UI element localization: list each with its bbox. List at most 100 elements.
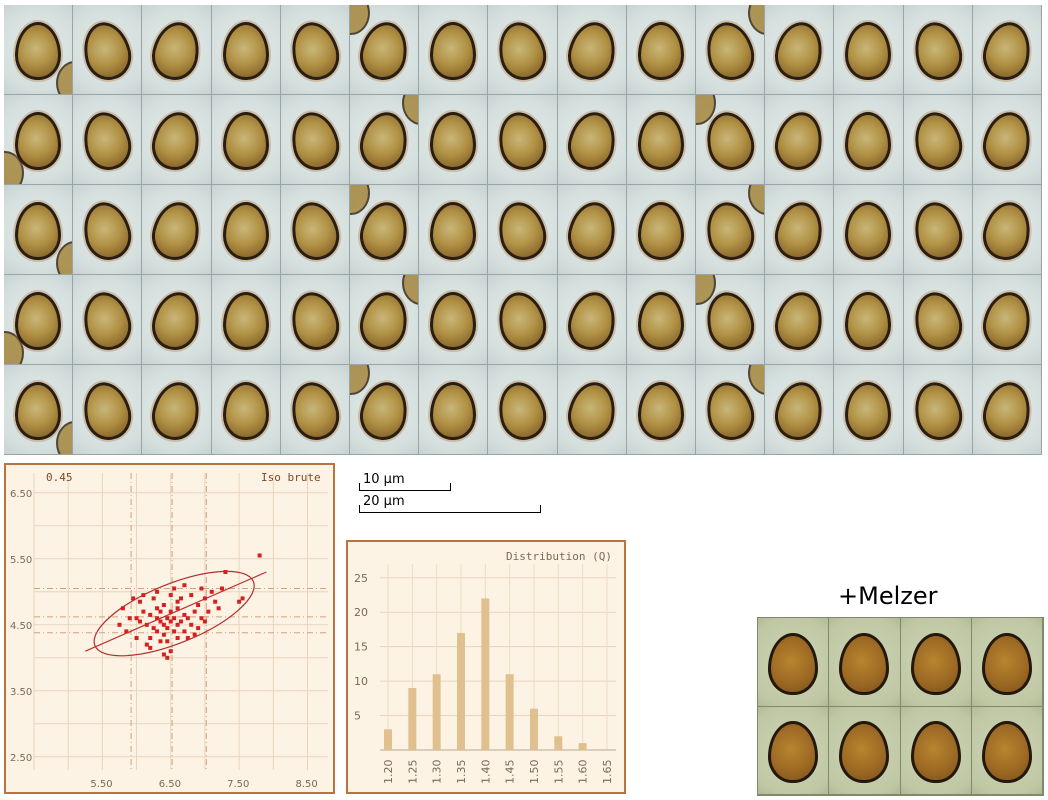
spore xyxy=(978,288,1036,355)
spore xyxy=(908,197,968,265)
spore-image-cell xyxy=(488,95,558,185)
data-point xyxy=(240,596,245,601)
y-tick-label: 20 xyxy=(354,606,368,619)
data-point xyxy=(172,586,177,591)
spore xyxy=(285,377,345,445)
spore-image-cell xyxy=(142,185,212,275)
data-point xyxy=(182,629,187,634)
data-point xyxy=(216,606,221,611)
data-point xyxy=(137,599,142,604)
x-tick-label: 1.20 xyxy=(382,760,395,785)
data-point xyxy=(179,596,183,601)
spore xyxy=(978,378,1036,445)
spore-image-cell xyxy=(280,275,350,365)
data-point xyxy=(168,609,173,614)
spore-image-cell xyxy=(142,365,212,455)
data-point xyxy=(148,612,153,617)
spore xyxy=(77,107,137,175)
data-point xyxy=(124,629,129,634)
x-tick-label: 5.50 xyxy=(90,779,112,790)
data-point xyxy=(148,636,153,640)
spore xyxy=(15,112,62,171)
spore xyxy=(563,378,621,445)
y-tick-label: 3.50 xyxy=(10,687,32,698)
spore xyxy=(637,112,684,171)
spore xyxy=(493,197,552,265)
x-tick-label: 1.40 xyxy=(479,760,492,785)
spore xyxy=(700,197,760,265)
spore-image-cell xyxy=(349,275,420,365)
spore-image-cell xyxy=(626,275,696,365)
data-point xyxy=(172,616,177,621)
spore xyxy=(77,17,137,85)
spore-image-cell xyxy=(557,95,627,185)
spore xyxy=(845,382,892,441)
spore-image-cell xyxy=(626,95,696,185)
spore-image-cell xyxy=(349,365,420,455)
data-point xyxy=(196,603,201,607)
spore-image-cell xyxy=(557,275,627,365)
spore-image-cell xyxy=(4,275,74,365)
histogram-bar xyxy=(505,674,514,750)
spore xyxy=(978,198,1036,265)
spore xyxy=(563,288,621,355)
spore-image-cell xyxy=(4,365,74,455)
spore xyxy=(845,112,892,171)
data-point xyxy=(192,609,197,614)
spore-image-cell xyxy=(903,365,973,455)
spore xyxy=(493,377,552,445)
x-tick-label: 1.25 xyxy=(406,760,419,785)
data-point xyxy=(158,619,163,624)
spore xyxy=(770,18,828,85)
spore-image-cell xyxy=(73,5,143,95)
spore-image-cell xyxy=(972,185,1042,275)
spore-image-cell xyxy=(903,95,973,185)
spore xyxy=(637,202,684,261)
data-point xyxy=(196,626,201,631)
spore xyxy=(563,108,621,175)
data-point xyxy=(158,609,163,614)
spore xyxy=(430,382,477,441)
spore xyxy=(981,632,1032,695)
spore xyxy=(839,721,890,783)
spore-image-cell xyxy=(903,275,973,365)
data-point xyxy=(165,639,170,644)
spore-image-cell xyxy=(626,5,696,95)
spore xyxy=(147,198,206,265)
spore-image-cell xyxy=(211,185,281,275)
x-tick-label: 1.60 xyxy=(577,760,590,785)
spore xyxy=(222,22,269,81)
data-point xyxy=(202,619,207,624)
spore-image-cell xyxy=(903,185,973,275)
spore-image-cell xyxy=(4,5,74,95)
spore xyxy=(845,202,892,261)
spore-image-cell xyxy=(142,95,212,185)
spore-image-cell xyxy=(280,185,350,275)
spore xyxy=(637,22,684,81)
data-point xyxy=(182,583,187,588)
data-point xyxy=(131,596,136,601)
data-point xyxy=(189,622,194,627)
spore-image-cell xyxy=(73,365,143,455)
data-point xyxy=(175,636,180,640)
data-point xyxy=(168,593,173,598)
spore-image-cell xyxy=(419,95,489,185)
spore-image-cell xyxy=(765,95,835,185)
data-point xyxy=(175,599,180,604)
data-point xyxy=(185,636,190,640)
spore xyxy=(563,18,621,85)
neighbor-spore xyxy=(349,185,370,215)
mode-label: Iso brute xyxy=(261,471,321,484)
x-tick-label: 1.35 xyxy=(455,760,468,785)
y-tick-label: 4.50 xyxy=(10,621,32,632)
spore-image-cell xyxy=(834,185,904,275)
spore-image-cell xyxy=(765,275,835,365)
data-point xyxy=(161,632,166,637)
spore xyxy=(222,382,269,441)
y-tick-label: 2.50 xyxy=(10,753,32,764)
spore xyxy=(355,288,413,355)
spore-image-cell xyxy=(73,275,143,365)
x-tick-label: 1.55 xyxy=(552,760,565,785)
spore xyxy=(15,22,62,81)
spore xyxy=(285,107,345,175)
